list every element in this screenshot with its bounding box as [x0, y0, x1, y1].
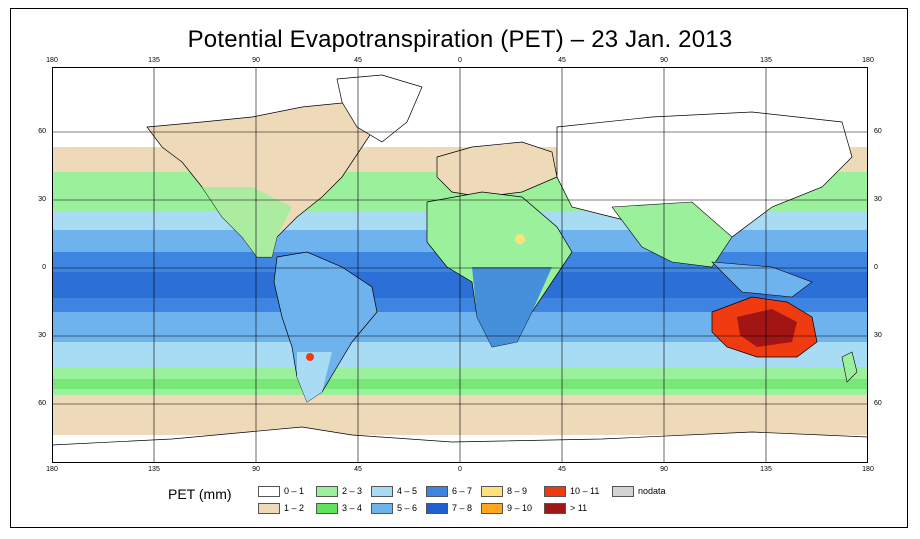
- legend-label: 7 – 8: [452, 503, 473, 513]
- figure-frame: [10, 8, 908, 528]
- map-border: [52, 67, 868, 463]
- legend-item: 10 – 11: [544, 485, 599, 497]
- legend-swatch: [371, 485, 393, 497]
- legend-item: nodata: [612, 485, 666, 497]
- legend-label: 6 – 7: [452, 486, 473, 496]
- tick-label: 180: [46, 57, 58, 64]
- tick-label: 90: [252, 466, 260, 473]
- legend-swatch: [371, 502, 393, 514]
- tick-label: 45: [354, 466, 362, 473]
- tick-label: 60: [874, 400, 882, 407]
- land-new-zealand: [841, 351, 858, 383]
- legend-item: 9 – 10: [481, 502, 532, 514]
- tick-label: 45: [558, 57, 566, 64]
- legend-label: 10 – 11: [570, 486, 600, 496]
- legend-swatch: [426, 502, 448, 514]
- tick-label: 0: [874, 264, 878, 271]
- tick-label: 0: [458, 466, 462, 473]
- land-south-asia: [611, 201, 733, 268]
- legend-label: 1 – 2: [284, 503, 305, 513]
- legend-item: 0 – 1: [258, 485, 304, 497]
- legend-swatch: [612, 485, 634, 497]
- legend-item: 4 – 5: [371, 485, 417, 497]
- map-title: Potential Evapotranspiration (PET) – 23 …: [187, 26, 733, 53]
- legend-item: 7 – 8: [426, 502, 472, 514]
- legend-item: 3 – 4: [316, 502, 362, 514]
- tick-label: 30: [38, 332, 46, 339]
- legend-label: 3 – 4: [342, 503, 363, 513]
- legend-item: 5 – 6: [371, 502, 417, 514]
- hotspot-argentina: [306, 353, 314, 361]
- tick-label: 135: [760, 57, 772, 64]
- legend-swatch: [426, 485, 448, 497]
- tick-label: 0: [458, 57, 462, 64]
- legend-swatch: [258, 502, 280, 514]
- legend-swatch: [544, 485, 566, 497]
- tick-label: 45: [354, 57, 362, 64]
- land-south-america-south: [297, 352, 332, 402]
- land-north-america-south: [202, 187, 292, 257]
- legend-item: > 11: [544, 502, 587, 514]
- tick-label: 135: [760, 466, 772, 473]
- land-europe: [436, 141, 558, 198]
- legend-swatch: [316, 502, 338, 514]
- tick-label: 30: [874, 332, 882, 339]
- tick-label: 90: [660, 57, 668, 64]
- tick-label: 180: [862, 57, 874, 64]
- land-australia-core: [737, 309, 797, 347]
- tick-label: 30: [38, 196, 46, 203]
- tick-label: 0: [42, 264, 46, 271]
- legend-item: 1 – 2: [258, 502, 304, 514]
- tick-label: 90: [660, 466, 668, 473]
- tick-label: 180: [46, 466, 58, 473]
- legend-item: 2 – 3: [316, 485, 362, 497]
- graticule: [52, 67, 868, 463]
- legend-swatch: [481, 485, 503, 497]
- tick-label: 180: [862, 466, 874, 473]
- legend-label: 5 – 6: [397, 503, 418, 513]
- tick-label: 135: [148, 466, 160, 473]
- legend-label: nodata: [638, 486, 666, 496]
- legend-item: 8 – 9: [481, 485, 527, 497]
- legend-label: 8 – 9: [507, 486, 528, 496]
- tick-label: 45: [558, 466, 566, 473]
- tick-label: 30: [874, 196, 882, 203]
- land-maritime-asia: [711, 261, 813, 298]
- tick-label: 135: [148, 57, 160, 64]
- legend-swatch: [544, 502, 566, 514]
- tick-label: 60: [38, 400, 46, 407]
- legend-title: PET (mm): [168, 486, 232, 502]
- tick-label: 60: [874, 128, 882, 135]
- legend-swatch: [481, 502, 503, 514]
- hotspot-africa: [515, 234, 525, 244]
- land-africa-south: [472, 267, 552, 347]
- legend-label: > 11: [570, 503, 588, 513]
- legend-label: 4 – 5: [397, 486, 418, 496]
- legend-label: 9 – 10: [507, 503, 533, 513]
- legend-label: 2 – 3: [342, 486, 363, 496]
- legend-swatch: [316, 485, 338, 497]
- legend-swatch: [258, 485, 280, 497]
- tick-label: 90: [252, 57, 260, 64]
- pet-map: [52, 67, 868, 463]
- tick-label: 60: [38, 128, 46, 135]
- legend-label: 0 – 1: [284, 486, 305, 496]
- legend-item: 6 – 7: [426, 485, 472, 497]
